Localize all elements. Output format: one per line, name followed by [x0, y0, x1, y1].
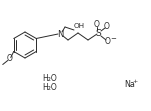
Text: H₂O: H₂O: [42, 82, 57, 91]
Text: S: S: [95, 29, 101, 38]
Text: O: O: [105, 37, 111, 46]
Text: Na: Na: [124, 79, 135, 88]
Text: OH: OH: [73, 23, 85, 29]
Text: O: O: [7, 54, 13, 63]
Text: +: +: [132, 78, 137, 83]
Text: N: N: [57, 30, 63, 39]
Text: H₂O: H₂O: [42, 73, 57, 82]
Text: O: O: [94, 20, 100, 29]
Text: O: O: [104, 22, 110, 31]
Text: −: −: [110, 36, 116, 42]
